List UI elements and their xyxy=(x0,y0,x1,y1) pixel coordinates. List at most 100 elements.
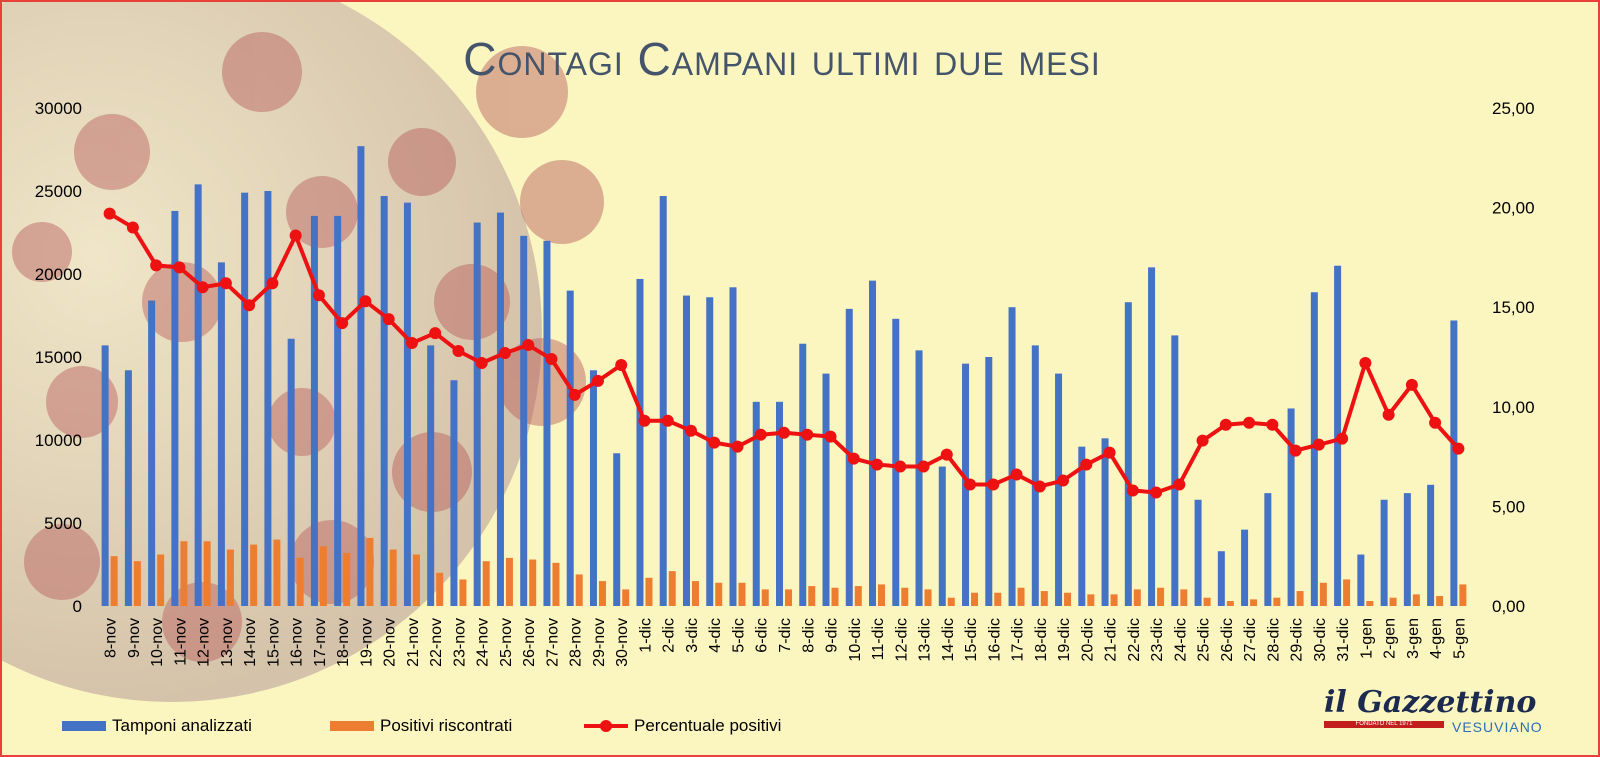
x-axis-tick-label: 17-dic xyxy=(1010,618,1027,662)
bar-positivi xyxy=(1087,594,1095,606)
x-axis-tick-label: 14-dic xyxy=(940,618,957,662)
bar-positivi xyxy=(691,581,699,606)
bar-tamponi xyxy=(171,210,179,607)
bar-positivi xyxy=(1180,589,1188,606)
bar-positivi xyxy=(1203,597,1211,606)
bar-tamponi xyxy=(380,195,388,607)
bar-positivi xyxy=(947,597,955,606)
point-percentuale xyxy=(731,440,744,453)
x-axis-tick-label: 25-dic xyxy=(1196,618,1213,662)
bar-tamponi xyxy=(450,380,458,606)
bar-tamponi xyxy=(636,278,644,606)
bar-positivi xyxy=(761,589,769,606)
bar-tamponi xyxy=(1031,345,1039,606)
x-axis-tick-label: 3-dic xyxy=(684,618,701,653)
x-axis-tick-label: 16-dic xyxy=(986,618,1003,662)
bar-positivi xyxy=(622,589,630,606)
point-percentuale xyxy=(405,337,418,350)
bar-tamponi xyxy=(1055,373,1063,606)
bar-positivi xyxy=(273,539,281,606)
x-axis-tick-label: 14-nov xyxy=(242,618,259,667)
point-percentuale xyxy=(871,458,884,471)
point-percentuale xyxy=(266,277,279,290)
point-percentuale xyxy=(1336,432,1349,445)
left-axis-tick-label: 0 xyxy=(73,597,82,616)
bar-tamponi xyxy=(1357,554,1365,606)
left-axis-tick-label: 30000 xyxy=(35,99,82,118)
bar-positivi xyxy=(1133,589,1141,606)
x-axis-tick-label: 29-nov xyxy=(591,618,608,667)
x-axis-tick-label: 2-dic xyxy=(661,618,678,653)
bar-positivi xyxy=(1017,587,1025,606)
x-axis-tick-label: 1-gen xyxy=(1358,618,1375,659)
x-axis-tick-label: 5-gen xyxy=(1451,618,1468,659)
point-percentuale xyxy=(103,207,116,220)
bar-tamponi xyxy=(1078,446,1086,606)
point-percentuale xyxy=(661,414,674,427)
bar-positivi xyxy=(133,561,141,606)
bar-tamponi xyxy=(822,373,830,606)
point-percentuale xyxy=(452,345,465,358)
point-percentuale xyxy=(1150,486,1163,499)
bar-tamponi xyxy=(473,222,481,607)
bar-positivi xyxy=(668,571,676,606)
x-axis-tick-label: 4-gen xyxy=(1428,618,1445,659)
left-axis-tick-label: 5000 xyxy=(44,514,82,533)
point-percentuale xyxy=(1266,418,1279,431)
x-axis-tick-label: 12-dic xyxy=(893,618,910,662)
bar-positivi xyxy=(1319,582,1327,606)
x-axis-tick-label: 15-dic xyxy=(963,618,980,662)
x-axis-tick-label: 9-dic xyxy=(824,618,841,653)
x-axis-tick-label: 13-dic xyxy=(917,618,934,662)
bar-tamponi xyxy=(776,401,783,606)
point-percentuale xyxy=(684,424,697,437)
point-percentuale xyxy=(964,478,977,491)
left-axis-tick-label: 15000 xyxy=(35,348,82,367)
point-percentuale xyxy=(1126,484,1139,497)
point-percentuale xyxy=(382,313,395,326)
point-percentuale xyxy=(801,428,814,441)
point-percentuale xyxy=(940,448,953,461)
bar-tamponi xyxy=(869,280,877,606)
legend-label-percentuale: Percentuale positivi xyxy=(634,716,782,735)
bar-tamponi xyxy=(1148,267,1156,606)
bar-positivi xyxy=(366,537,374,606)
x-axis-tick-label: 2-gen xyxy=(1382,618,1399,659)
logo-sub: VESUVIANO xyxy=(1452,719,1543,735)
point-percentuale xyxy=(917,460,930,473)
point-percentuale xyxy=(754,428,767,441)
x-axis-tick-label: 24-nov xyxy=(475,618,492,667)
x-axis-tick-label: 27-dic xyxy=(1242,618,1259,662)
gazzettino-logo: il Gazzettino FONDATO NEL 1971 VESUVIANO xyxy=(1320,685,1560,745)
right-axis-tick-label: 25,00 xyxy=(1492,99,1535,118)
bar-tamponi xyxy=(287,338,295,606)
bar-positivi xyxy=(971,592,979,606)
bar-positivi xyxy=(598,581,606,606)
bar-positivi xyxy=(505,557,513,606)
bar-tamponi xyxy=(1124,302,1132,606)
bar-positivi xyxy=(343,552,351,606)
x-axis-tick-label: 10-dic xyxy=(847,618,864,662)
bar-tamponi xyxy=(101,345,109,606)
point-percentuale xyxy=(243,299,256,312)
bar-tamponi xyxy=(659,195,667,607)
bar-tamponi xyxy=(264,191,272,606)
x-axis-tick-label: 16-nov xyxy=(289,618,306,667)
x-axis-tick-label: 12-nov xyxy=(196,618,213,667)
point-percentuale xyxy=(568,388,581,401)
point-percentuale xyxy=(1219,418,1232,431)
bar-positivi xyxy=(1412,594,1420,606)
point-percentuale xyxy=(894,460,907,473)
bar-positivi xyxy=(1296,591,1304,606)
bar-tamponi xyxy=(706,297,714,606)
bar-tamponi xyxy=(892,318,900,606)
bar-tamponi xyxy=(403,202,411,606)
x-axis-tick-label: 22-dic xyxy=(1126,618,1143,662)
bar-positivi xyxy=(831,587,839,606)
bar-positivi xyxy=(110,556,118,606)
point-percentuale xyxy=(1359,356,1372,369)
x-axis-tick-label: 1-dic xyxy=(637,618,654,653)
bar-positivi xyxy=(1157,587,1165,606)
x-axis-tick-label: 11-dic xyxy=(870,618,887,660)
